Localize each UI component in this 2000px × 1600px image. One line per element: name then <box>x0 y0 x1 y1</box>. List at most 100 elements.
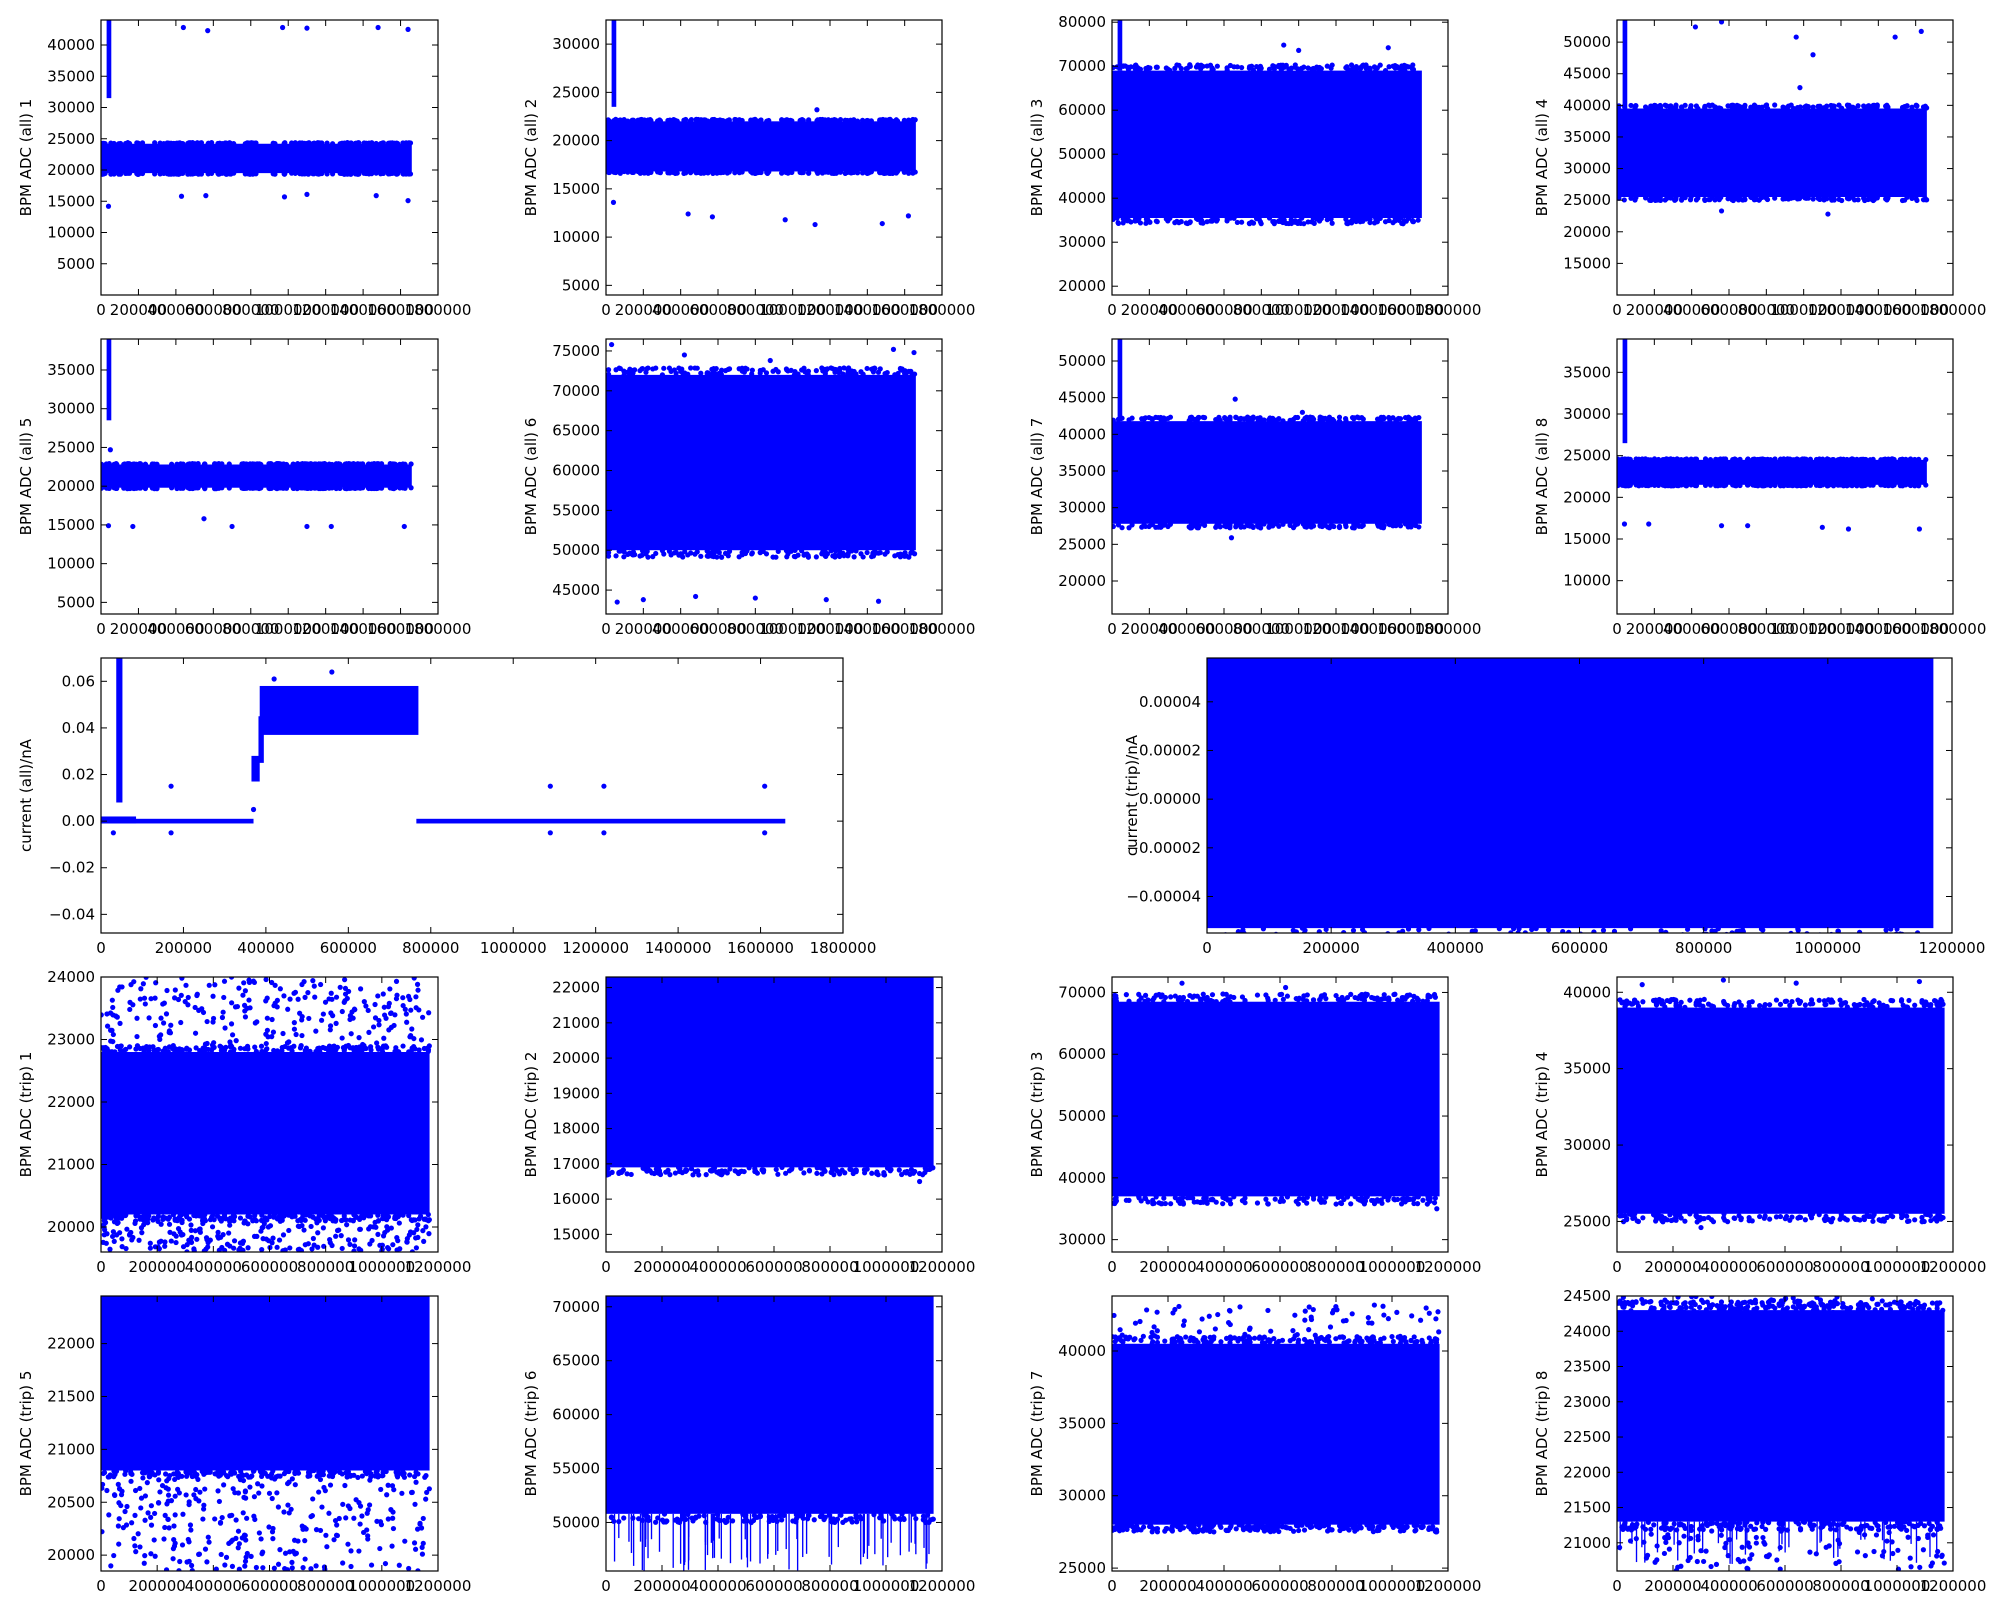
y-tick-label: 30000 <box>1058 499 1106 517</box>
data-point <box>854 118 861 124</box>
data-point <box>384 1224 390 1230</box>
y-axis-label: current (trip)/nA <box>1123 734 1141 856</box>
data-point <box>848 118 854 124</box>
data-point <box>725 970 730 975</box>
data-point <box>1250 220 1257 226</box>
data-point <box>253 1048 259 1055</box>
data-point <box>1537 658 1543 660</box>
data-point <box>304 191 310 197</box>
data-point <box>1172 220 1178 226</box>
data-point <box>1668 456 1674 462</box>
data-point <box>702 117 708 123</box>
x-tick-label: 400000 <box>652 301 709 319</box>
data-point <box>1363 216 1369 222</box>
data-point <box>1397 523 1404 529</box>
data-band <box>1112 70 1422 218</box>
y-tick-label: 25000 <box>1058 535 1106 553</box>
data-point <box>175 996 182 1003</box>
subplot-4: 1500020000250003000035000400004500050000… <box>1533 19 1986 319</box>
data-point <box>237 1240 244 1246</box>
data-point <box>414 981 421 987</box>
data-point <box>1344 1194 1351 1200</box>
data-point <box>836 366 843 372</box>
data-point <box>657 118 664 124</box>
data-point <box>1397 416 1404 422</box>
data-point <box>1938 1216 1944 1222</box>
data-point <box>1622 936 1627 941</box>
data-point <box>276 1237 283 1243</box>
data-point <box>1179 980 1185 986</box>
data-point <box>625 369 631 375</box>
data-point <box>1670 1217 1677 1223</box>
data-point <box>1870 1218 1876 1224</box>
data-point <box>1881 482 1887 488</box>
data-point <box>387 986 393 992</box>
data-point <box>813 554 819 560</box>
data-point <box>195 171 201 177</box>
x-tick-label: 600000 <box>689 620 746 638</box>
data-point <box>695 968 700 973</box>
data-point <box>761 971 766 976</box>
data-point <box>1227 416 1233 422</box>
data-point <box>1718 208 1725 214</box>
data-point <box>1310 65 1316 72</box>
y-tick-label: 25000 <box>1563 1212 1611 1230</box>
data-point <box>1324 63 1330 69</box>
data-point <box>874 967 879 972</box>
data-point <box>403 140 409 146</box>
y-tick-label: 24000 <box>47 968 95 986</box>
data-point <box>1208 1197 1214 1203</box>
data-point <box>305 140 311 146</box>
data-point <box>277 485 283 491</box>
data-point <box>171 140 177 147</box>
data-point <box>1235 929 1241 933</box>
data-point <box>1642 104 1649 110</box>
data-point <box>637 170 643 176</box>
y-tick-label: 23000 <box>47 1031 95 1049</box>
data-point <box>263 1040 269 1047</box>
data-point <box>227 1215 234 1221</box>
data-point <box>381 1012 388 1018</box>
data-point <box>1821 195 1827 201</box>
data-point <box>342 485 348 492</box>
data-point <box>725 366 731 372</box>
data-point <box>1168 994 1174 1000</box>
data-point <box>614 599 620 605</box>
data-point <box>291 485 297 491</box>
data-point <box>1377 62 1383 68</box>
data-point <box>661 365 667 371</box>
data-point <box>1408 417 1414 423</box>
data-point <box>305 990 311 996</box>
data-point <box>1335 996 1341 1003</box>
data-point <box>681 117 687 123</box>
data-point <box>1385 650 1390 655</box>
data-point <box>1807 482 1813 488</box>
data-point <box>372 1015 379 1021</box>
data-point <box>1693 1213 1699 1219</box>
data-point <box>400 995 406 1001</box>
data-point <box>1158 994 1164 1000</box>
data-point <box>842 117 848 123</box>
subplot-1: 5000100001500020000250003000035000400000… <box>17 19 471 319</box>
data-point <box>328 990 334 996</box>
data-point <box>227 1243 233 1249</box>
data-point <box>698 370 704 376</box>
data-point <box>695 116 701 123</box>
data-point <box>329 1242 335 1249</box>
data-point <box>798 1165 804 1171</box>
data-point <box>667 977 673 979</box>
data-point <box>223 1044 229 1050</box>
data-point <box>298 1247 304 1252</box>
data-point <box>1836 102 1842 108</box>
data-point <box>676 971 681 976</box>
data-point <box>357 1247 363 1252</box>
data-point <box>1434 1206 1440 1212</box>
data-point <box>142 485 148 492</box>
x-tick-label: 1400000 <box>330 620 397 638</box>
data-point <box>380 991 386 997</box>
data-point <box>842 970 847 975</box>
y-tick-label: 25000 <box>1563 191 1611 209</box>
data-point <box>1338 1200 1344 1206</box>
data-point <box>155 1213 162 1219</box>
data-point <box>156 1239 162 1245</box>
